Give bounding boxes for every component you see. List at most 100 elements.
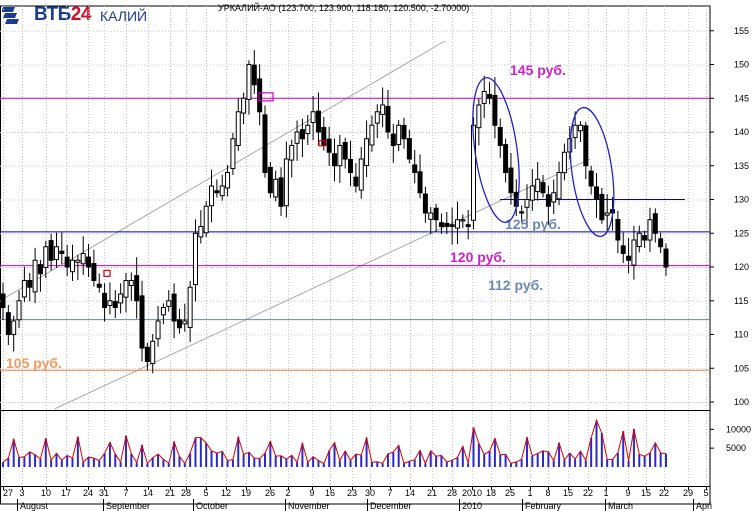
price-axis: 100 105 110 115 120 125 130 135 140 145 150 155 bbox=[710, 26, 749, 407]
date-tick-label: 1 bbox=[527, 488, 532, 498]
price-tick-label: 115 bbox=[734, 296, 748, 306]
date-tick-label: 15 bbox=[563, 488, 573, 498]
price-tick-label: 145 bbox=[734, 93, 749, 103]
candle-body bbox=[166, 300, 172, 307]
candle-body bbox=[380, 104, 386, 115]
candle-body bbox=[326, 138, 332, 153]
candle-body bbox=[251, 64, 257, 86]
candle-body bbox=[53, 246, 59, 261]
candle-body bbox=[128, 280, 134, 286]
date-tick-label: 5 bbox=[703, 488, 708, 498]
candle-body bbox=[43, 246, 49, 268]
candle-body bbox=[150, 340, 156, 364]
candle-body bbox=[48, 240, 54, 261]
candle-body bbox=[267, 166, 273, 194]
candle-body bbox=[289, 145, 295, 161]
candle-body bbox=[235, 111, 241, 146]
candle-body bbox=[422, 193, 428, 214]
candle-body bbox=[471, 124, 477, 221]
date-tick-label: 18 bbox=[486, 488, 496, 498]
candle-body bbox=[315, 110, 321, 133]
logo-subtitle: КАЛИЙ bbox=[100, 8, 148, 24]
candle-body bbox=[545, 194, 551, 207]
candle-body bbox=[487, 94, 493, 99]
candle-body bbox=[176, 319, 182, 329]
candle-body bbox=[348, 158, 354, 173]
level-label: 120 руб. bbox=[450, 249, 506, 265]
candle-body bbox=[16, 300, 22, 321]
candle-body bbox=[428, 212, 434, 220]
month-label: October bbox=[196, 501, 228, 511]
candle-body bbox=[209, 185, 215, 207]
price-tick-label: 135 bbox=[734, 161, 749, 171]
candle-body bbox=[588, 170, 594, 187]
date-tick-label: 28 bbox=[181, 488, 191, 498]
candle-body bbox=[187, 286, 193, 328]
candle-body bbox=[540, 182, 546, 194]
chart-frame bbox=[0, 5, 711, 505]
date-tick-label: 22 bbox=[583, 488, 593, 498]
date-tick-label: 19 bbox=[241, 488, 251, 498]
candle-body bbox=[155, 320, 161, 340]
candle-body bbox=[294, 131, 300, 144]
candle-body bbox=[5, 312, 11, 336]
date-tick-label: 7 bbox=[387, 488, 392, 498]
candle-body bbox=[476, 104, 482, 129]
candle-body bbox=[572, 124, 578, 139]
month-label: August bbox=[20, 501, 49, 511]
date-tick-label: 22 bbox=[659, 488, 669, 498]
candle-body bbox=[593, 186, 599, 201]
candle-body bbox=[604, 212, 610, 216]
candle-body bbox=[75, 259, 81, 263]
candle-body bbox=[647, 219, 653, 241]
candle-body bbox=[219, 185, 225, 197]
level-label: 105 руб. bbox=[6, 355, 62, 371]
date-tick-label: 29 bbox=[683, 488, 693, 498]
level-label: 145 руб. bbox=[510, 62, 566, 78]
candle-body bbox=[535, 178, 541, 193]
candle-body bbox=[203, 205, 209, 234]
price-tick-label: 155 bbox=[734, 26, 749, 36]
candle-body bbox=[508, 167, 514, 194]
candle-body bbox=[246, 64, 252, 100]
level-label: 125 руб. bbox=[505, 216, 561, 232]
candle-body bbox=[11, 320, 17, 335]
candle-body bbox=[620, 245, 626, 254]
candle-body bbox=[481, 91, 487, 104]
price-tick-label: 105 bbox=[734, 363, 749, 373]
marker-box bbox=[318, 140, 326, 147]
candle-body bbox=[433, 207, 439, 221]
candle-body bbox=[144, 346, 150, 363]
date-tick-label: 2010 bbox=[462, 488, 482, 498]
candle-body bbox=[299, 129, 305, 140]
candle-body bbox=[32, 259, 38, 293]
candle-body bbox=[369, 124, 375, 146]
date-tick-label: 7 bbox=[123, 488, 128, 498]
date-tick-label: 26 bbox=[265, 488, 275, 498]
candle-body bbox=[21, 280, 27, 298]
date-tick-label: 9 bbox=[625, 488, 630, 498]
date-tick-label: 23 bbox=[347, 488, 357, 498]
candle-body bbox=[241, 97, 247, 114]
candle-body bbox=[64, 256, 70, 268]
candle-body bbox=[663, 248, 669, 268]
candle-body bbox=[583, 125, 589, 167]
candle-body bbox=[342, 142, 348, 160]
candle-body bbox=[412, 164, 418, 173]
candle-body bbox=[438, 222, 444, 228]
candle-body bbox=[519, 211, 525, 214]
date-tick-label: 25 bbox=[505, 488, 515, 498]
trend-channel bbox=[0, 40, 591, 410]
candle-body bbox=[112, 301, 118, 308]
candle-body bbox=[454, 219, 460, 229]
candle-body bbox=[139, 295, 145, 349]
candle-body bbox=[396, 124, 402, 146]
candle-body bbox=[497, 126, 503, 146]
candle-body bbox=[214, 190, 220, 194]
candle-body bbox=[37, 264, 43, 275]
candle-body bbox=[107, 300, 113, 307]
candle-body bbox=[305, 124, 311, 135]
candle-body bbox=[0, 293, 6, 308]
volume-tick-label: 5000 bbox=[726, 443, 746, 453]
